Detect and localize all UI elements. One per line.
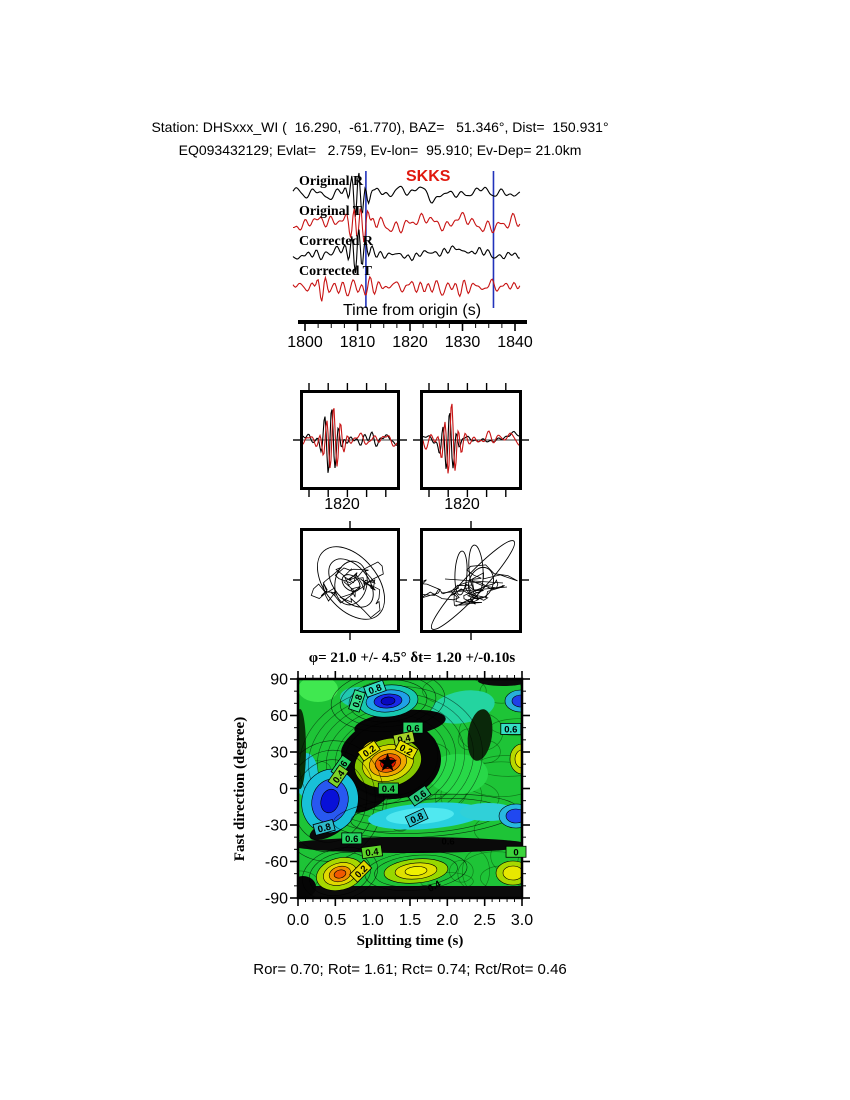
time-axis-label: Time from origin (s) xyxy=(342,302,482,319)
zoom-right-time-label: 1820 xyxy=(444,496,480,513)
contour-ylabel: Fast direction (degree) xyxy=(232,717,248,861)
svg-text:0.5: 0.5 xyxy=(324,912,346,929)
particle-motion-original xyxy=(310,546,385,620)
error-surface-blobs xyxy=(298,679,522,898)
svg-text:90: 90 xyxy=(270,672,288,689)
trace-label-original-r: Original R xyxy=(299,174,364,189)
contour-title: φ= 21.0 +/- 4.5° δt= 1.20 +/-0.10s xyxy=(308,650,516,666)
svg-text:30: 30 xyxy=(270,745,288,762)
event-header: EQ093432129; Evlat= 2.759, Ev-lon= 95.91… xyxy=(178,142,582,158)
svg-text:-30: -30 xyxy=(265,818,288,835)
particle-motion-panel-corrected xyxy=(420,528,522,633)
phase-label-skks: SKKS xyxy=(406,168,451,185)
svg-text:1840: 1840 xyxy=(497,334,533,351)
svg-text:1810: 1810 xyxy=(340,334,376,351)
particle-motion-panel-original xyxy=(300,528,400,633)
svg-text:3.0: 3.0 xyxy=(511,912,533,929)
svg-text:1800: 1800 xyxy=(287,334,323,351)
particle-motion-corrected xyxy=(423,540,518,630)
trace-label-original-t: Original T xyxy=(299,204,363,219)
svg-text:0: 0 xyxy=(279,781,288,798)
station-header: Station: DHSxxx_WI ( 16.290, -61.770), B… xyxy=(151,119,609,135)
svg-text:2.0: 2.0 xyxy=(436,912,458,929)
waveform-plot: 1800 1810 1820 1830 1840 xyxy=(287,171,533,351)
svg-text:1.0: 1.0 xyxy=(362,912,384,929)
svg-text:1830: 1830 xyxy=(445,334,481,351)
zoom-waveform-panel-right xyxy=(420,390,522,490)
svg-text:1.5: 1.5 xyxy=(399,912,421,929)
svg-text:1820: 1820 xyxy=(392,334,428,351)
svg-text:-90: -90 xyxy=(265,891,288,908)
zoom-left-time-label: 1820 xyxy=(324,496,360,513)
zoom-waveform-panel-left xyxy=(300,390,400,490)
zoom-waveform-right-traces xyxy=(423,403,519,474)
trace-label-corrected-t: Corrected T xyxy=(299,264,372,279)
trace-label-corrected-r: Corrected R xyxy=(299,234,373,249)
zoom-waveform-left-traces xyxy=(303,408,397,473)
quality-ratios: Ror= 0.70; Rot= 1.61; Rct= 0.74; Rct/Rot… xyxy=(253,961,567,978)
contour-xlabel: Splitting time (s) xyxy=(356,933,464,949)
svg-text:2.5: 2.5 xyxy=(474,912,496,929)
svg-text:0.0: 0.0 xyxy=(287,912,309,929)
error-surface-map xyxy=(298,679,522,898)
svg-text:60: 60 xyxy=(270,708,288,725)
svg-text:-60: -60 xyxy=(265,854,288,871)
